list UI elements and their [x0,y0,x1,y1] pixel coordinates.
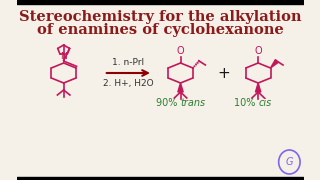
Text: trans: trans [180,98,206,108]
Text: 90%: 90% [156,98,180,108]
Text: 1. n-PrI: 1. n-PrI [112,58,144,67]
Text: cis: cis [258,98,271,108]
Text: of enamines of cyclohexanone: of enamines of cyclohexanone [36,23,284,37]
Text: N: N [60,51,67,60]
Polygon shape [255,83,261,92]
Text: 2. H+, H2O: 2. H+, H2O [103,79,153,88]
Text: Stereochemistry for the alkylation: Stereochemistry for the alkylation [19,10,301,24]
Text: O: O [254,46,262,56]
Polygon shape [270,60,278,68]
Text: G: G [286,157,293,167]
Text: O: O [177,46,184,56]
Text: +: + [218,66,231,80]
Text: 10%: 10% [234,98,258,108]
Polygon shape [178,83,183,92]
